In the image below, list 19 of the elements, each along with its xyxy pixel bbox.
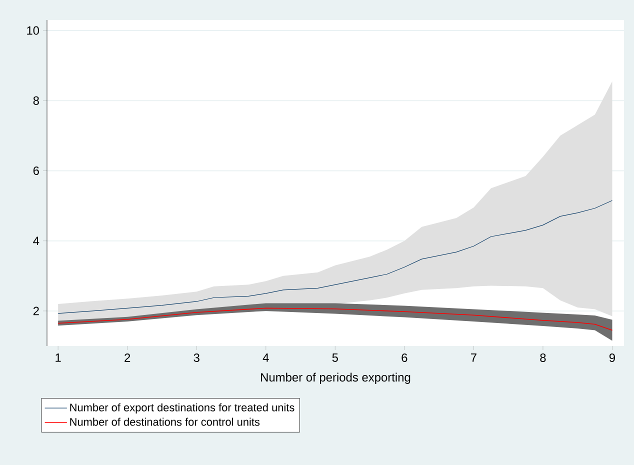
y-tick-label: 10 (27, 26, 40, 35)
x-tick-label: 7 (470, 354, 476, 362)
line-series (58, 200, 613, 314)
x-tick-label: 3 (194, 354, 200, 362)
x-tick-label: 9 (609, 354, 615, 362)
x-axis-title: Number of periods exporting (261, 372, 410, 384)
x-tick-label: 8 (540, 354, 546, 362)
legend-label: Number of destinations for control units (70, 418, 260, 426)
line-series (58, 308, 613, 331)
x-tick-label: 2 (124, 354, 130, 362)
y-tick-label: 6 (33, 166, 39, 175)
y-tick-label: 4 (33, 236, 40, 245)
y-tick-label: 8 (33, 96, 39, 105)
x-tick-label: 1 (56, 354, 61, 362)
x-tick-label: 4 (262, 354, 269, 362)
y-tick-label: 2 (33, 306, 39, 316)
x-tick-label: 5 (332, 354, 338, 362)
legend-label: Number of export destinations for treated units (70, 403, 294, 414)
x-tick-label: 6 (402, 354, 408, 362)
